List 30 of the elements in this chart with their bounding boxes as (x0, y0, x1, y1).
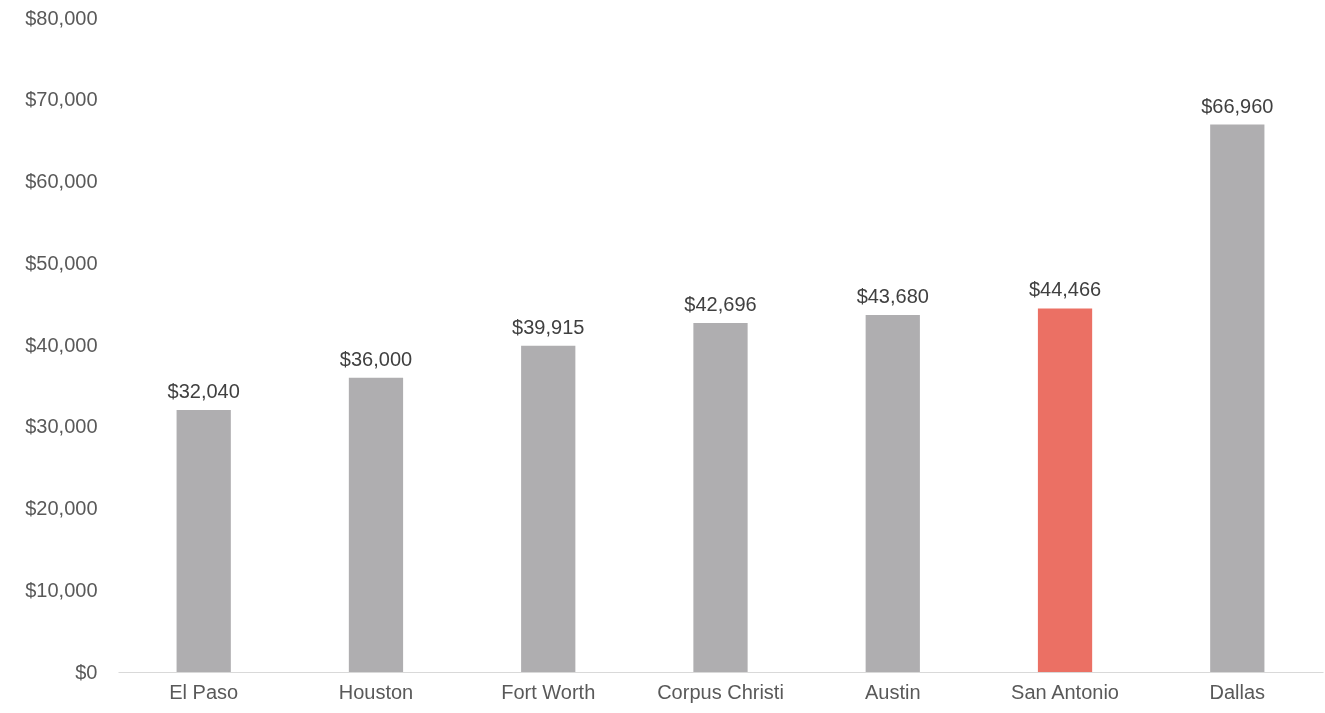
y-tick-label: $40,000 (25, 333, 98, 356)
bar (348, 377, 404, 672)
data-label: $39,915 (512, 315, 585, 338)
y-tick-label: $70,000 (25, 88, 98, 111)
bar (1037, 308, 1093, 672)
y-tick-label: $10,000 (25, 578, 98, 601)
x-tick-label: San Antonio (1011, 680, 1119, 703)
bar (176, 410, 231, 672)
data-label: $43,680 (856, 284, 929, 307)
x-tick-label: Corpus Christi (657, 680, 784, 703)
data-label: $32,040 (167, 380, 240, 403)
x-tick-label: Dallas (1209, 680, 1266, 703)
data-label: $66,960 (1201, 94, 1274, 117)
x-tick-label: El Paso (169, 680, 239, 703)
data-label: $36,000 (339, 347, 413, 370)
y-tick-label: $0 (75, 660, 98, 683)
x-tick-label: Fort Worth (501, 680, 596, 703)
y-tick-label: $20,000 (25, 497, 98, 519)
y-tick-label: $30,000 (25, 415, 98, 438)
y-tick-label: $50,000 (25, 251, 98, 274)
y-tick-label: $80,000 (25, 6, 98, 29)
data-label: $42,696 (684, 292, 757, 315)
x-tick-label: Austin (864, 680, 921, 703)
y-tick-label: $60,000 (25, 170, 98, 192)
bar (521, 345, 576, 672)
x-tick-label: Houston (338, 680, 414, 703)
bar (865, 314, 920, 672)
data-label: $44,466 (1028, 278, 1102, 301)
bar (693, 322, 748, 672)
bar (1210, 124, 1265, 672)
